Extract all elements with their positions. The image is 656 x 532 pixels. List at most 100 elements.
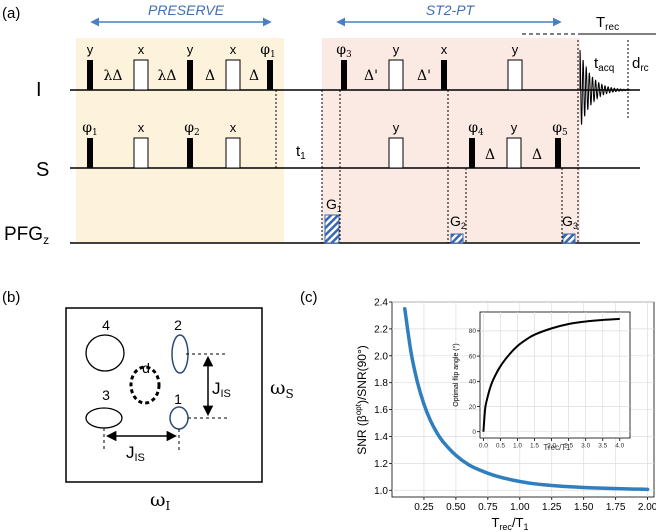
preserve-region (76, 38, 284, 242)
I-pulse-90-2 (187, 60, 193, 90)
S-pulse-90-2 (187, 138, 193, 168)
row-label-PFG: PFGz (4, 224, 49, 247)
y-tick-label: 80 (469, 328, 477, 335)
y-tick-label: 40 (469, 379, 477, 386)
panel-b-label: (b) (2, 289, 20, 306)
peak-2 (171, 334, 189, 374)
I-pulse-label: x (230, 42, 237, 57)
I-pulse-180-3 (388, 59, 404, 91)
j-label-vertical: JIS (212, 379, 231, 400)
peak-diagonal (129, 365, 161, 405)
inset-xlabel: Trec/T1 (543, 443, 571, 452)
spectrum-frame (65, 307, 263, 483)
I-pulse-phase-1: φ1 (260, 42, 276, 60)
S-pulse-180-3 (388, 137, 404, 169)
I-pulse-label: y (87, 42, 94, 57)
S-pulse-180-2 (225, 137, 241, 169)
I-pulse-label: x (441, 42, 448, 57)
x-tick-label: 1.5 (530, 443, 539, 450)
I-delay: Δ' (364, 68, 378, 84)
S-pulse-90-4 (555, 138, 561, 168)
gradient-G2 (450, 233, 464, 244)
S-pulse-label: y (393, 120, 400, 135)
drc-label: drc (632, 55, 649, 74)
panel-b: (b) 4 2 d 3 1 JIS JIS ωS ωI (2, 289, 294, 513)
I-pulse-90-3 (267, 60, 273, 90)
x-tick-label: 0.0 (479, 443, 488, 450)
x-tick-label: 3.5 (598, 443, 607, 450)
st2pt-label: ST2-PT (426, 2, 476, 18)
I-delay: λΔ (104, 68, 123, 84)
S-pulse-phase-2: φ2 (184, 120, 200, 138)
x-tick-label: 0.5 (496, 443, 505, 450)
peak-label: 2 (174, 317, 182, 333)
gradient-label-G2: G2 (450, 213, 466, 231)
x-tick-label: 1.00 (510, 502, 530, 513)
inset-ylabel: Optimal flip angle (°) (452, 343, 460, 407)
x-tick-label: 1.25 (542, 502, 562, 513)
gradient-G1 (324, 214, 340, 244)
y-tick-label: 1.2 (374, 459, 388, 470)
y-tick-label: 2.2 (374, 324, 388, 335)
S-delay: Δ (532, 147, 542, 163)
I-pulse-label: x (138, 42, 145, 57)
panel-c: (c) 0.25 0.50 0.75 1.00 1.25 1.50 1.75 2.001.01… (300, 289, 656, 532)
x-tick-label: 1.0 (513, 443, 522, 450)
main-series-line (403, 306, 650, 492)
x-tick-label: 0.25 (414, 502, 434, 513)
I-pulse-phase-3: φ3 (336, 42, 352, 60)
panel-a: (a) PRESERVE ST2-PT Trec I S PFGz y x y … (2, 2, 656, 247)
S-pulse-180-1 (133, 137, 149, 169)
peak-3 (85, 407, 123, 429)
peak-label: 3 (102, 387, 110, 403)
y-tick-label: 2.0 (374, 351, 388, 362)
row-label-I: I (36, 79, 42, 101)
y-tick-label: 1.4 (374, 432, 388, 443)
st2pt-region (322, 38, 580, 242)
I-delay: λΔ (158, 68, 177, 84)
omega-s-axis-label: ωS (270, 377, 294, 401)
S-pulse-label: y (511, 120, 518, 135)
S-pulse-phase-4: φ4 (468, 120, 484, 138)
x-tick-label: 2.0 (547, 443, 556, 450)
peak-1 (169, 406, 189, 430)
S-pulse-label: x (230, 120, 237, 135)
I-pulse-label: y (187, 42, 194, 57)
I-pulse-90-1 (87, 60, 93, 90)
I-pulse-90-5 (441, 60, 447, 90)
trec-label: Trec (596, 14, 619, 33)
S-pulse-phase-5: φ5 (552, 120, 568, 138)
I-delay: Δ (249, 68, 259, 84)
fid-signal (579, 49, 631, 125)
x-tick-label: 4.0 (615, 443, 624, 450)
x-tick-label: 1.75 (606, 502, 626, 513)
panel-c-label: (c) (300, 289, 318, 306)
y-tick-label: 1.6 (374, 405, 388, 416)
x-tick-label: 3.0 (581, 443, 590, 450)
gradient-label-G1: G1 (326, 196, 342, 214)
y-tick-label: 60 (469, 353, 477, 360)
inset-series-line (482, 317, 620, 432)
I-delay: Δ (205, 68, 215, 84)
S-pulse-label: x (138, 120, 145, 135)
panel-a-label: (a) (2, 5, 20, 22)
gradient-G3 (562, 233, 576, 244)
S-delay: Δ (485, 147, 495, 163)
j-label-horizontal: JIS (126, 443, 145, 464)
S-pulse-90-1 (87, 138, 93, 168)
t1-label: t1 (296, 143, 306, 162)
I-delay: Δ' (417, 68, 431, 84)
I-pulse-label: y (393, 42, 400, 57)
peak-4 (85, 334, 125, 372)
gradient-label-G3: G3 (562, 213, 578, 231)
I-pulse-label: y (512, 42, 519, 57)
peak-label: 1 (174, 391, 182, 407)
y-tick-label: 1.0 (374, 486, 388, 497)
peak-label: 4 (102, 317, 110, 333)
I-pulse-180-1 (133, 59, 149, 91)
x-tick-label: 0.50 (446, 502, 466, 513)
I-pulse-180-2 (225, 59, 241, 91)
x-tick-label: 2.5 (564, 443, 573, 450)
tacq-label: tacq (594, 55, 614, 74)
